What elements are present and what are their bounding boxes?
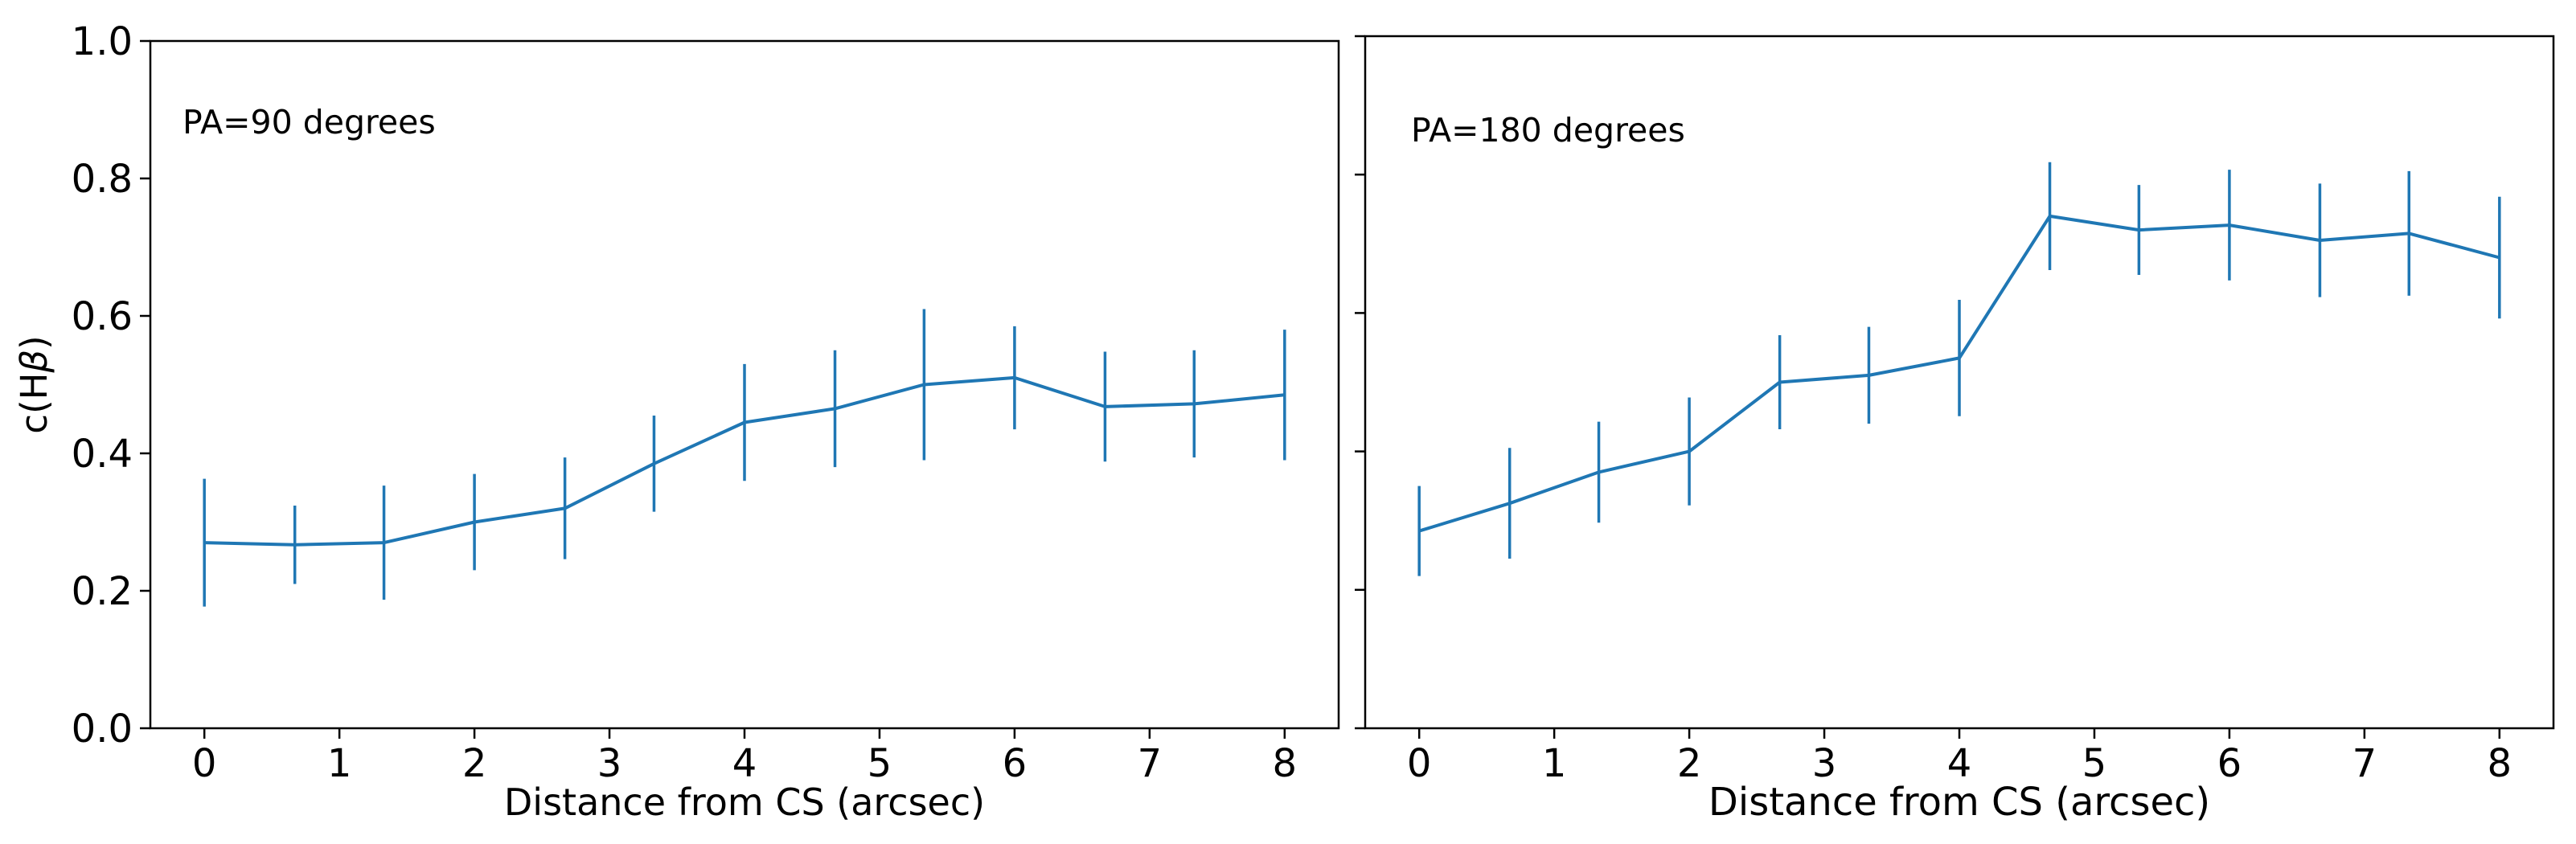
pa180-x-tick-label: 5 xyxy=(2082,741,2107,786)
pa180-x-tick-label: 2 xyxy=(1677,741,1702,786)
pa90-x-tick-label: 5 xyxy=(868,741,892,786)
pa90-x-tick-label: 4 xyxy=(732,741,757,786)
pa90-x-tick-label: 6 xyxy=(1003,741,1028,786)
pa90-errorbars xyxy=(203,309,1286,607)
pa90-x-tick-label: 8 xyxy=(1273,741,1298,786)
pa90-y-tick-label: 0.4 xyxy=(72,432,133,477)
pa180-x-tick-label: 0 xyxy=(1407,741,1432,786)
pa180-annotation: PA=180 degrees xyxy=(1411,111,1685,150)
pa180-panel: 0 1 2 3 4 5 6 7 8 Distance from CS (arcsec) PA=180… xyxy=(1355,35,2555,825)
pa90-y-tick-label: 0.8 xyxy=(72,157,133,202)
pa180-x-tick-label: 7 xyxy=(2352,741,2377,786)
pa180-x-tick-label: 8 xyxy=(2488,741,2512,786)
pa90-data-line xyxy=(204,375,1285,547)
pa180-errorbars xyxy=(1417,162,2501,576)
pa90-annotation: PA=90 degrees xyxy=(183,103,436,141)
pa180-x-tick-label: 3 xyxy=(1812,741,1837,786)
pa180-x-tick-label: 1 xyxy=(1542,741,1567,786)
pa90-y-tick-label: 0.2 xyxy=(72,569,133,614)
y-axis-label: c(Hβ) xyxy=(13,335,55,433)
pa90-x-axis-label: Distance from CS (arcsec) xyxy=(504,780,985,824)
pa180-data-line xyxy=(1418,214,2500,533)
pa90-y-tick-label: 0.6 xyxy=(72,294,133,339)
pa180-x-tick-label: 6 xyxy=(2217,741,2242,786)
pa90-x-tick-label: 0 xyxy=(192,741,217,786)
pa90-x-tick-label: 2 xyxy=(462,741,487,786)
pa90-y-tick-label: 1.0 xyxy=(72,19,133,64)
pa90-x-tick-label: 7 xyxy=(1138,741,1163,786)
pa90-panel: 0 1 2 3 4 5 6 7 8 0.0 0.2 0.4 0.6 0.8 1.0 Distance from… xyxy=(13,19,1340,824)
pa90-x-tick-label: 3 xyxy=(597,741,622,786)
pa180-x-axis-label: Distance from CS (arcsec) xyxy=(1708,780,2210,825)
pa180-x-tick-label: 4 xyxy=(1947,741,1972,786)
pa90-x-tick-label: 1 xyxy=(327,741,352,786)
pa90-y-tick-label: 0.0 xyxy=(72,707,133,752)
